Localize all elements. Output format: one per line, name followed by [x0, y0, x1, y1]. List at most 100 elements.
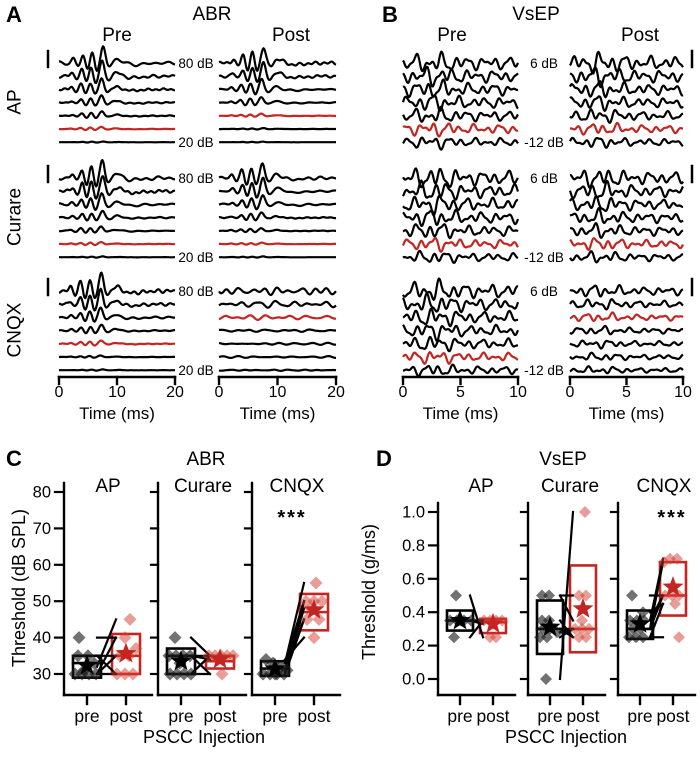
time-tick-label: 10	[108, 384, 126, 401]
row-label-cnqx: CNQX	[4, 302, 26, 358]
pre-data-point	[184, 667, 198, 681]
evoked-potential-trace	[569, 250, 684, 264]
threshold-trace-red	[218, 314, 337, 321]
y-tick-label: 60	[33, 556, 51, 574]
pre-data-point	[68, 667, 82, 681]
evoked-potential-trace	[569, 222, 684, 239]
pre-data-point	[623, 631, 635, 644]
evoked-potential-trace	[569, 66, 684, 89]
post-mean-star	[303, 598, 325, 619]
panel-d-title: VsEP	[539, 449, 587, 470]
post-box	[568, 564, 598, 654]
threshold-trace-red	[401, 237, 519, 253]
post-data-point	[126, 667, 140, 681]
intensity-top-label: 80 dB	[178, 284, 213, 299]
x-tick-label: pre	[627, 706, 652, 726]
x-tick-label: pre	[74, 706, 99, 726]
evoked-potential-trace	[401, 94, 519, 112]
evoked-potential-trace	[58, 225, 176, 234]
pre-data-point	[541, 631, 553, 644]
post-mean-star	[482, 612, 504, 633]
c-significance-stars: ***	[277, 507, 307, 529]
x-tick-label: post	[656, 706, 689, 726]
post-data-point	[123, 612, 137, 626]
post-data-point	[309, 576, 323, 590]
post-data-point	[110, 667, 124, 681]
pre-data-point	[448, 631, 460, 644]
post-data-point	[576, 614, 588, 627]
evoked-potential-trace	[402, 307, 519, 328]
evoked-potential-trace	[569, 284, 684, 298]
evoked-potential-trace	[569, 365, 684, 375]
panel-a-col-pre: Pre	[102, 25, 132, 46]
threshold-trace-red	[402, 122, 519, 138]
intensity-top-label: 6 dB	[530, 284, 558, 299]
post-data-point	[118, 667, 132, 681]
time-tick-label: 20	[166, 384, 184, 401]
y-tick-label: 70	[33, 520, 51, 538]
evoked-potential-trace	[218, 127, 337, 131]
panel-a-col-post: Post	[271, 25, 311, 46]
post-box	[658, 560, 688, 617]
paired-subject-line	[95, 654, 118, 676]
time-axis-label: Time (ms)	[423, 404, 499, 423]
evoked-potential-trace	[218, 211, 337, 222]
evoked-potential-trace	[218, 194, 337, 211]
evoked-potential-trace	[569, 324, 684, 336]
d-subpanel-cnqx-title: CNQX	[636, 476, 692, 497]
pre-mean-star	[629, 612, 651, 633]
post-data-point	[573, 589, 585, 602]
post-mean-star	[115, 642, 137, 663]
panel-c-title: ABR	[186, 449, 226, 470]
post-data-point	[315, 594, 329, 608]
time-tick-label: 10	[674, 384, 692, 401]
x-tick-label: pre	[447, 706, 472, 726]
pre-data-point	[450, 589, 462, 602]
evoked-potential-trace	[402, 105, 519, 123]
evoked-potential-trace	[402, 223, 519, 240]
panel-d-label: D	[376, 446, 392, 471]
evoked-potential-trace	[58, 110, 176, 119]
intensity-bottom-label: -12 dB	[524, 363, 564, 378]
y-tick-label: 0.8	[402, 537, 425, 555]
y-tick-label: 0.6	[402, 570, 425, 588]
x-tick-label: post	[566, 706, 599, 726]
time-axis-label: Time (ms)	[589, 404, 665, 423]
pre-mean-star	[449, 609, 471, 630]
evoked-potential-trace	[218, 162, 337, 186]
paired-subject-line	[648, 602, 665, 639]
d-significance-stars: ***	[657, 507, 687, 529]
x-tick-label: pre	[168, 706, 193, 726]
intensity-bottom-label: 20 dB	[178, 250, 213, 265]
evoked-potential-trace	[218, 176, 337, 199]
panel-c-label: C	[6, 446, 22, 471]
post-data-point	[569, 622, 581, 635]
evoked-potential-trace	[218, 299, 337, 309]
evoked-potential-trace	[58, 354, 176, 359]
evoked-potential-trace	[218, 77, 337, 96]
evoked-potential-trace	[218, 341, 337, 346]
intensity-top-label: 80 dB	[178, 56, 213, 71]
time-tick-label: 0	[566, 384, 575, 401]
evoked-potential-trace	[402, 65, 519, 88]
pre-data-point	[72, 631, 86, 645]
evoked-potential-trace	[569, 339, 684, 350]
evoked-potential-trace	[218, 96, 337, 107]
evoked-potential-trace	[218, 227, 337, 234]
time-tick-label: 5	[622, 384, 631, 401]
evoked-potential-trace	[569, 108, 684, 124]
post-data-point	[673, 631, 685, 644]
panel-b-col-pre: Pre	[437, 25, 467, 46]
intensity-bottom-label: -12 dB	[524, 250, 564, 265]
threshold-trace-red	[569, 121, 684, 136]
pre-data-point	[177, 667, 191, 681]
post-data-point	[580, 589, 592, 602]
evoked-potential-trace	[218, 286, 337, 297]
evoked-potential-trace	[58, 45, 176, 72]
pre-data-point	[71, 649, 85, 663]
post-data-point	[658, 556, 670, 569]
threshold-trace-red	[58, 240, 176, 247]
row-label-ap: AP	[4, 89, 26, 115]
